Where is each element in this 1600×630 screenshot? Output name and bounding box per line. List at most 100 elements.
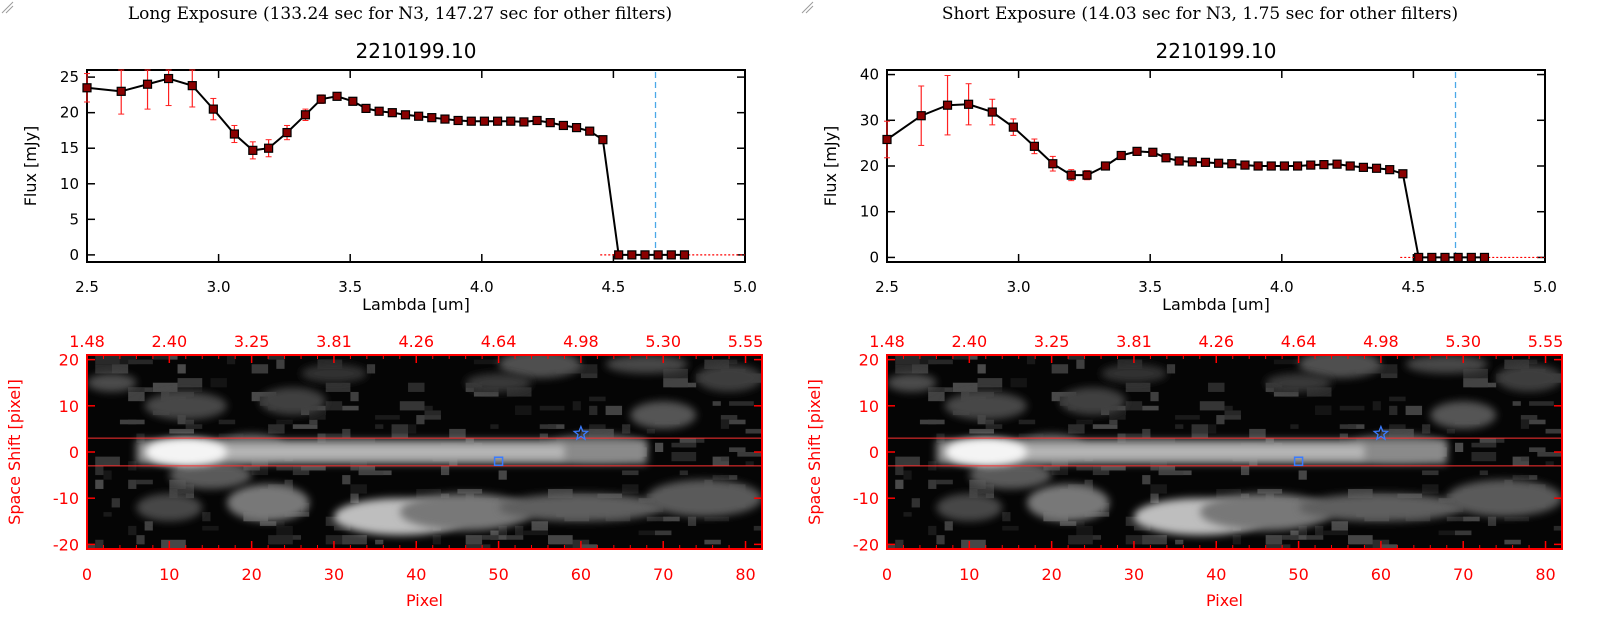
data-point [479, 116, 490, 126]
data-point [187, 81, 197, 91]
noise-pixel [687, 516, 697, 526]
diffuse-source [1059, 387, 1126, 416]
noise-pixel [1529, 419, 1546, 425]
noise-pixel [1232, 535, 1241, 545]
noise-pixel [465, 535, 483, 545]
noise-pixel [1520, 419, 1530, 429]
diffuse-source [259, 387, 326, 416]
noise-pixel [1504, 539, 1521, 545]
noise-pixel [745, 428, 762, 434]
top-tick-label: 5.30 [1445, 332, 1481, 351]
noise-pixel [1389, 424, 1406, 429]
noise-pixel [622, 470, 639, 476]
noise-pixel [1339, 405, 1365, 411]
diffuse-source [226, 484, 310, 522]
data-point [1358, 162, 1368, 172]
noise-pixel [301, 465, 326, 471]
noise-pixel [952, 355, 970, 360]
data-point [116, 86, 126, 96]
noise-pixel [103, 461, 112, 466]
top-tick-label: 5.55 [1528, 332, 1564, 351]
noise-pixel [309, 410, 326, 420]
noise-pixel [1315, 525, 1324, 536]
noise-pixel [111, 498, 120, 508]
data-point [1279, 161, 1290, 171]
noise-pixel [646, 428, 655, 434]
diffuse-source [144, 391, 227, 420]
data-point [571, 122, 582, 133]
noise-pixel [95, 539, 104, 549]
y-tick-label: 25 [60, 68, 79, 86]
y-tick-label: -20 [853, 535, 879, 554]
data-point [1385, 165, 1395, 175]
noise-pixel [1125, 535, 1151, 545]
noise-pixel [1298, 470, 1307, 480]
diffuse-source [1405, 355, 1488, 374]
diffuse-source [646, 479, 762, 517]
noise-pixel [1463, 516, 1480, 522]
noise-pixel [1216, 415, 1225, 425]
data-point [519, 117, 529, 127]
noise-pixel [745, 461, 754, 466]
noise-pixel [342, 405, 359, 411]
x-tick-label: 4.0 [470, 278, 494, 296]
noise-pixel [580, 544, 598, 549]
data-point [332, 91, 342, 101]
noise-pixel [580, 364, 598, 374]
noise-pixel [720, 419, 730, 429]
chart-title: 2210199.10 [356, 39, 477, 63]
noise-pixel [276, 419, 293, 425]
top-tick-label: 3.25 [234, 332, 270, 351]
noise-pixel [128, 525, 137, 536]
data-point [163, 73, 174, 84]
noise-pixel [473, 391, 499, 397]
noise-pixel [646, 516, 672, 522]
diffuse-source [169, 461, 252, 489]
noise-pixel [622, 424, 631, 434]
noise-pixel [1306, 535, 1324, 540]
noise-pixel [720, 359, 738, 365]
noise-pixel [1166, 364, 1176, 374]
x-tick-label: 3.5 [1138, 278, 1162, 296]
diffuse-source [498, 493, 664, 522]
x-tick-label: 10 [959, 565, 979, 584]
data-point [466, 116, 476, 126]
data-point [1371, 163, 1382, 173]
noise-pixel [1512, 475, 1530, 480]
noise-pixel [1076, 419, 1093, 425]
noise-pixel [276, 465, 293, 471]
noise-pixel [1306, 387, 1332, 397]
x-tick-label: 3.0 [1007, 278, 1031, 296]
data-point [282, 127, 292, 138]
noise-pixel [95, 465, 104, 476]
noise-pixel [911, 498, 920, 508]
noise-pixel [1068, 535, 1093, 545]
noise-pixel [1389, 428, 1414, 439]
noise-pixel [1529, 401, 1554, 406]
y-tick-label: 5 [69, 210, 79, 228]
resize-grip-icon[interactable] [800, 0, 814, 14]
noise-pixel [218, 419, 236, 425]
diffuse-source [969, 461, 1052, 489]
noise-pixel [895, 364, 912, 374]
diffuse-source [136, 493, 203, 522]
noise-pixel [424, 410, 441, 416]
resize-grip-icon[interactable] [0, 0, 14, 14]
data-point [640, 250, 650, 260]
top-tick-label: 4.98 [563, 332, 599, 351]
noise-pixel [531, 521, 548, 531]
spectrum-trace-core [952, 445, 1365, 459]
noise-pixel [638, 530, 664, 536]
noise-pixel [1257, 488, 1283, 494]
y-tick-label: 10 [859, 397, 879, 416]
x-tick-label: 30 [324, 565, 344, 584]
x-tick-label: 20 [241, 565, 261, 584]
data-point [1466, 252, 1476, 263]
noise-pixel [1059, 521, 1077, 526]
x-tick-label: 70 [653, 565, 673, 584]
noise-pixel [1010, 378, 1027, 388]
data-point [545, 118, 555, 128]
data-point [1148, 147, 1158, 157]
noise-pixel [515, 405, 532, 416]
noise-pixel [1422, 470, 1439, 476]
